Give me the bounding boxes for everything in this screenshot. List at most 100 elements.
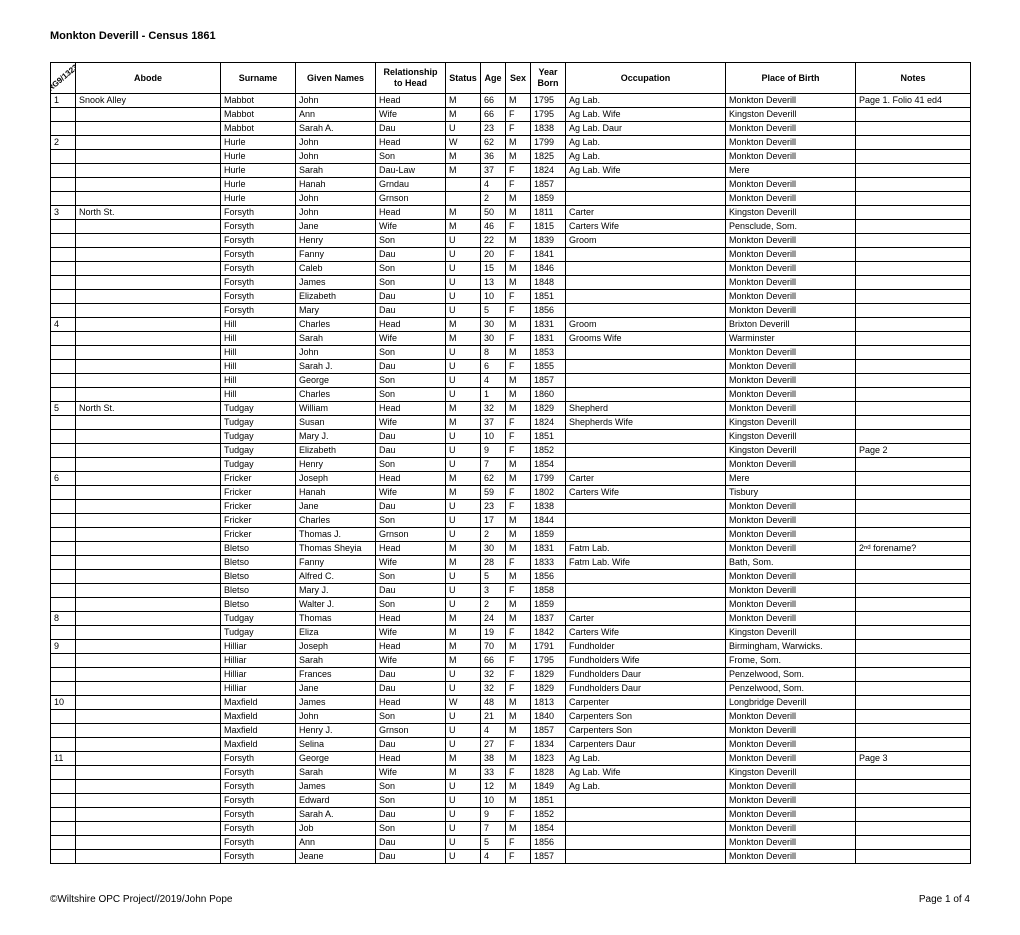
cell: [856, 402, 971, 416]
cell: Son: [376, 780, 446, 794]
cell: 32: [481, 682, 506, 696]
cell: Dau: [376, 836, 446, 850]
cell: Frances: [296, 668, 376, 682]
cell: [566, 178, 726, 192]
reference-code: RG9/1323: [51, 63, 76, 94]
table-row: ForsythJobSonU7M1854Monkton Deverill: [51, 822, 971, 836]
cell: [76, 220, 221, 234]
cell: Monkton Deverill: [726, 514, 856, 528]
cell: [856, 766, 971, 780]
cell: Charles: [296, 514, 376, 528]
cell: [856, 206, 971, 220]
cell: [51, 794, 76, 808]
cell: F: [506, 850, 531, 864]
cell: 10: [51, 696, 76, 710]
cell: M: [446, 654, 481, 668]
page-title: Monkton Deverill - Census 1861: [50, 30, 970, 42]
cell: Wife: [376, 108, 446, 122]
cell: Jane: [296, 682, 376, 696]
cell: [76, 528, 221, 542]
cell: M: [506, 472, 531, 486]
table-row: HilliarFrancesDauU32F1829Fundholders Dau…: [51, 668, 971, 682]
cell: Monkton Deverill: [726, 374, 856, 388]
col-header: Notes: [856, 63, 971, 94]
cell: Son: [376, 458, 446, 472]
cell: [446, 192, 481, 206]
cell: [566, 388, 726, 402]
cell: 1831: [531, 542, 566, 556]
cell: Ann: [296, 836, 376, 850]
cell: Wife: [376, 626, 446, 640]
cell: Monkton Deverill: [726, 542, 856, 556]
cell: Son: [376, 822, 446, 836]
cell: M: [446, 94, 481, 108]
table-row: HillJohnSonU8M1853Monkton Deverill: [51, 346, 971, 360]
cell: F: [506, 304, 531, 318]
cell: [856, 612, 971, 626]
cell: Kingston Deverill: [726, 626, 856, 640]
cell: U: [446, 262, 481, 276]
cell: M: [506, 542, 531, 556]
table-row: FrickerCharlesSonU17M1844Monkton Deveril…: [51, 514, 971, 528]
cell: 1824: [531, 416, 566, 430]
table-row: TudgayElizaWifeM19F1842Carters WifeKings…: [51, 626, 971, 640]
cell: 4: [481, 724, 506, 738]
cell: Head: [376, 472, 446, 486]
cell: M: [506, 724, 531, 738]
cell: [51, 444, 76, 458]
cell: Dau-Law: [376, 164, 446, 178]
cell: Hilliar: [221, 654, 296, 668]
cell: Son: [376, 262, 446, 276]
cell: [856, 178, 971, 192]
cell: U: [446, 444, 481, 458]
cell: 8: [51, 612, 76, 626]
footer-left: ©Wiltshire OPC Project//2019/John Pope: [50, 894, 232, 905]
cell: 9: [481, 444, 506, 458]
cell: Mary J.: [296, 430, 376, 444]
cell: [76, 836, 221, 850]
table-row: HurleJohnSonM36M1825Ag Lab.Monkton Dever…: [51, 150, 971, 164]
cell: 1829: [531, 668, 566, 682]
cell: Head: [376, 612, 446, 626]
cell: [51, 108, 76, 122]
cell: [51, 192, 76, 206]
cell: [51, 388, 76, 402]
cell: [76, 584, 221, 598]
cell: [76, 234, 221, 248]
cell: [76, 388, 221, 402]
cell: Forsyth: [221, 822, 296, 836]
cell: Hill: [221, 360, 296, 374]
cell: Fricker: [221, 486, 296, 500]
cell: Dau: [376, 584, 446, 598]
cell: Dau: [376, 304, 446, 318]
cell: 17: [481, 514, 506, 528]
cell: U: [446, 360, 481, 374]
cell: [856, 500, 971, 514]
cell: Pensclude, Som.: [726, 220, 856, 234]
cell: U: [446, 598, 481, 612]
cell: 4: [51, 318, 76, 332]
cell: Monkton Deverill: [726, 570, 856, 584]
table-row: MaxfieldSelinaDauU27F1834Carpenters Daur…: [51, 738, 971, 752]
cell: 5: [481, 304, 506, 318]
cell: 1859: [531, 192, 566, 206]
cell: Monkton Deverill: [726, 752, 856, 766]
cell: [76, 136, 221, 150]
cell: Son: [376, 794, 446, 808]
cell: 1857: [531, 724, 566, 738]
page-footer: ©Wiltshire OPC Project//2019/John Pope P…: [50, 894, 970, 905]
cell: Monkton Deverill: [726, 780, 856, 794]
cell: Page 3: [856, 752, 971, 766]
cell: Joseph: [296, 640, 376, 654]
cell: [856, 276, 971, 290]
cell: Grndau: [376, 178, 446, 192]
cell: 1851: [531, 794, 566, 808]
table-row: ForsythFannyDauU20F1841Monkton Deverill: [51, 248, 971, 262]
cell: [566, 444, 726, 458]
cell: [76, 724, 221, 738]
cell: Forsyth: [221, 248, 296, 262]
cell: Penzelwood, Som.: [726, 668, 856, 682]
cell: Sarah: [296, 164, 376, 178]
cell: Fanny: [296, 248, 376, 262]
cell: [566, 430, 726, 444]
